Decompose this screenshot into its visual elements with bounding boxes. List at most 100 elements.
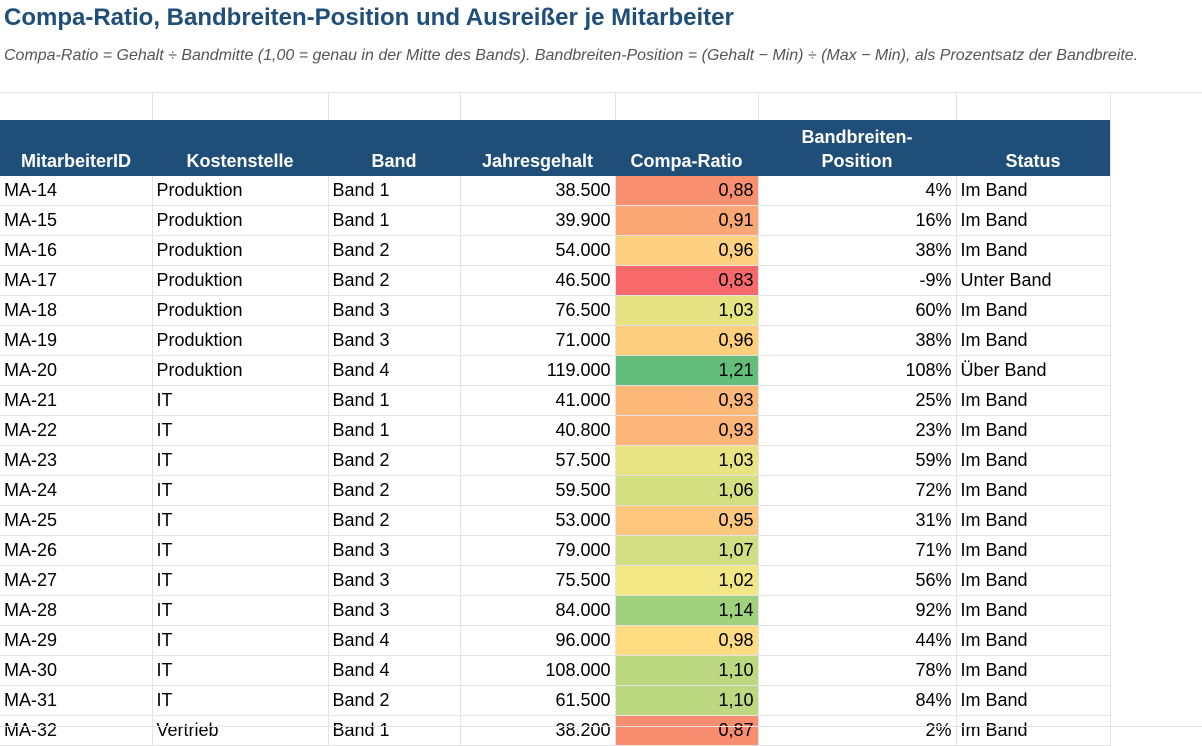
cell-mitarbeiterid[interactable]: MA-32 bbox=[0, 715, 153, 746]
cell-band[interactable]: Band 2 bbox=[328, 505, 461, 536]
cell-status[interactable]: Im Band bbox=[956, 415, 1111, 446]
cell-compa-ratio[interactable]: 1,07 bbox=[615, 535, 759, 566]
cell-mitarbeiterid[interactable]: MA-25 bbox=[0, 505, 153, 536]
cell-kostenstelle[interactable]: IT bbox=[152, 415, 329, 446]
cell-bandbreiten-position[interactable]: 60% bbox=[758, 295, 957, 326]
cell-mitarbeiterid[interactable]: MA-19 bbox=[0, 325, 153, 356]
cell-band[interactable]: Band 2 bbox=[328, 475, 461, 506]
cell-status[interactable]: Im Band bbox=[956, 655, 1111, 686]
cell-band[interactable]: Band 1 bbox=[328, 176, 461, 206]
cell-bandbreiten-position[interactable]: 38% bbox=[758, 235, 957, 266]
cell-bandbreiten-position[interactable]: 4% bbox=[758, 176, 957, 206]
cell-mitarbeiterid[interactable]: MA-18 bbox=[0, 295, 153, 326]
cell-mitarbeiterid[interactable]: MA-17 bbox=[0, 265, 153, 296]
cell-bandbreiten-position[interactable]: 84% bbox=[758, 685, 957, 716]
cell-bandbreiten-position[interactable]: 72% bbox=[758, 475, 957, 506]
cell-jahresgehalt[interactable]: 84.000 bbox=[460, 595, 616, 626]
cell-jahresgehalt[interactable]: 76.500 bbox=[460, 295, 616, 326]
cell-compa-ratio[interactable]: 0,93 bbox=[615, 415, 759, 446]
cell-band[interactable]: Band 1 bbox=[328, 385, 461, 416]
cell-kostenstelle[interactable]: IT bbox=[152, 505, 329, 536]
cell-bandbreiten-position[interactable]: 59% bbox=[758, 445, 957, 476]
cell-kostenstelle[interactable]: IT bbox=[152, 385, 329, 416]
cell-compa-ratio[interactable]: 0,96 bbox=[615, 325, 759, 356]
cell-mitarbeiterid[interactable]: MA-27 bbox=[0, 565, 153, 596]
cell-mitarbeiterid[interactable]: MA-24 bbox=[0, 475, 153, 506]
cell-mitarbeiterid[interactable]: MA-15 bbox=[0, 205, 153, 236]
cell-compa-ratio[interactable]: 1,21 bbox=[615, 355, 759, 386]
cell-kostenstelle[interactable]: Produktion bbox=[152, 235, 329, 266]
cell-kostenstelle[interactable]: Produktion bbox=[152, 265, 329, 296]
cell-mitarbeiterid[interactable]: MA-26 bbox=[0, 535, 153, 566]
cell-bandbreiten-position[interactable]: 108% bbox=[758, 355, 957, 386]
cell-compa-ratio[interactable]: 1,03 bbox=[615, 445, 759, 476]
cell-band[interactable]: Band 2 bbox=[328, 445, 461, 476]
cell-bandbreiten-position[interactable]: 31% bbox=[758, 505, 957, 536]
cell-jahresgehalt[interactable]: 61.500 bbox=[460, 685, 616, 716]
cell-status[interactable]: Im Band bbox=[956, 235, 1111, 266]
cell-kostenstelle[interactable]: Produktion bbox=[152, 176, 329, 206]
cell-kostenstelle[interactable]: Vertrieb bbox=[152, 715, 329, 746]
cell-kostenstelle[interactable]: IT bbox=[152, 565, 329, 596]
cell-band[interactable]: Band 3 bbox=[328, 595, 461, 626]
cell-kostenstelle[interactable]: Produktion bbox=[152, 355, 329, 386]
cell-kostenstelle[interactable]: IT bbox=[152, 445, 329, 476]
cell-band[interactable]: Band 3 bbox=[328, 565, 461, 596]
cell-jahresgehalt[interactable]: 108.000 bbox=[460, 655, 616, 686]
cell-mitarbeiterid[interactable]: MA-20 bbox=[0, 355, 153, 386]
cell-compa-ratio[interactable]: 1,03 bbox=[615, 295, 759, 326]
cell-band[interactable]: Band 2 bbox=[328, 685, 461, 716]
cell-status[interactable]: Im Band bbox=[956, 205, 1111, 236]
cell-jahresgehalt[interactable]: 38.500 bbox=[460, 176, 616, 206]
cell-mitarbeiterid[interactable]: MA-31 bbox=[0, 685, 153, 716]
cell-kostenstelle[interactable]: Produktion bbox=[152, 325, 329, 356]
cell-kostenstelle[interactable]: IT bbox=[152, 475, 329, 506]
cell-kostenstelle[interactable]: IT bbox=[152, 595, 329, 626]
cell-kostenstelle[interactable]: Produktion bbox=[152, 205, 329, 236]
cell-compa-ratio[interactable]: 0,98 bbox=[615, 625, 759, 656]
header-compa-ratio[interactable]: Compa-Ratio bbox=[615, 120, 758, 176]
cell-status[interactable]: Im Band bbox=[956, 505, 1111, 536]
cell-status[interactable]: Im Band bbox=[956, 176, 1111, 206]
cell-band[interactable]: Band 4 bbox=[328, 625, 461, 656]
header-jahresgehalt[interactable]: Jahresgehalt bbox=[460, 120, 615, 176]
cell-bandbreiten-position[interactable]: 92% bbox=[758, 595, 957, 626]
cell-kostenstelle[interactable]: IT bbox=[152, 685, 329, 716]
header-bandbreiten-position[interactable]: Bandbreiten-Position bbox=[758, 120, 956, 176]
cell-bandbreiten-position[interactable]: 71% bbox=[758, 535, 957, 566]
cell-status[interactable]: Im Band bbox=[956, 565, 1111, 596]
cell-compa-ratio[interactable]: 0,93 bbox=[615, 385, 759, 416]
cell-compa-ratio[interactable]: 0,88 bbox=[615, 176, 759, 206]
cell-compa-ratio[interactable]: 1,02 bbox=[615, 565, 759, 596]
cell-bandbreiten-position[interactable]: 56% bbox=[758, 565, 957, 596]
cell-band[interactable]: Band 4 bbox=[328, 355, 461, 386]
header-status[interactable]: Status bbox=[956, 120, 1110, 176]
cell-compa-ratio[interactable]: 0,87 bbox=[615, 715, 759, 746]
cell-jahresgehalt[interactable]: 40.800 bbox=[460, 415, 616, 446]
cell-jahresgehalt[interactable]: 57.500 bbox=[460, 445, 616, 476]
cell-status[interactable]: Im Band bbox=[956, 625, 1111, 656]
cell-status[interactable]: Im Band bbox=[956, 475, 1111, 506]
cell-band[interactable]: Band 2 bbox=[328, 235, 461, 266]
cell-status[interactable]: Im Band bbox=[956, 445, 1111, 476]
cell-bandbreiten-position[interactable]: 2% bbox=[758, 715, 957, 746]
cell-band[interactable]: Band 3 bbox=[328, 535, 461, 566]
cell-jahresgehalt[interactable]: 75.500 bbox=[460, 565, 616, 596]
cell-compa-ratio[interactable]: 0,91 bbox=[615, 205, 759, 236]
header-band[interactable]: Band bbox=[328, 120, 460, 176]
cell-jahresgehalt[interactable]: 96.000 bbox=[460, 625, 616, 656]
cell-status[interactable]: Im Band bbox=[956, 535, 1111, 566]
cell-compa-ratio[interactable]: 0,83 bbox=[615, 265, 759, 296]
cell-jahresgehalt[interactable]: 39.900 bbox=[460, 205, 616, 236]
cell-status[interactable]: Im Band bbox=[956, 595, 1111, 626]
cell-compa-ratio[interactable]: 0,95 bbox=[615, 505, 759, 536]
cell-compa-ratio[interactable]: 1,10 bbox=[615, 655, 759, 686]
cell-bandbreiten-position[interactable]: 16% bbox=[758, 205, 957, 236]
cell-compa-ratio[interactable]: 1,06 bbox=[615, 475, 759, 506]
header-kostenstelle[interactable]: Kostenstelle bbox=[152, 120, 328, 176]
cell-jahresgehalt[interactable]: 38.200 bbox=[460, 715, 616, 746]
cell-status[interactable]: Im Band bbox=[956, 295, 1111, 326]
cell-compa-ratio[interactable]: 1,14 bbox=[615, 595, 759, 626]
cell-jahresgehalt[interactable]: 119.000 bbox=[460, 355, 616, 386]
cell-band[interactable]: Band 3 bbox=[328, 325, 461, 356]
